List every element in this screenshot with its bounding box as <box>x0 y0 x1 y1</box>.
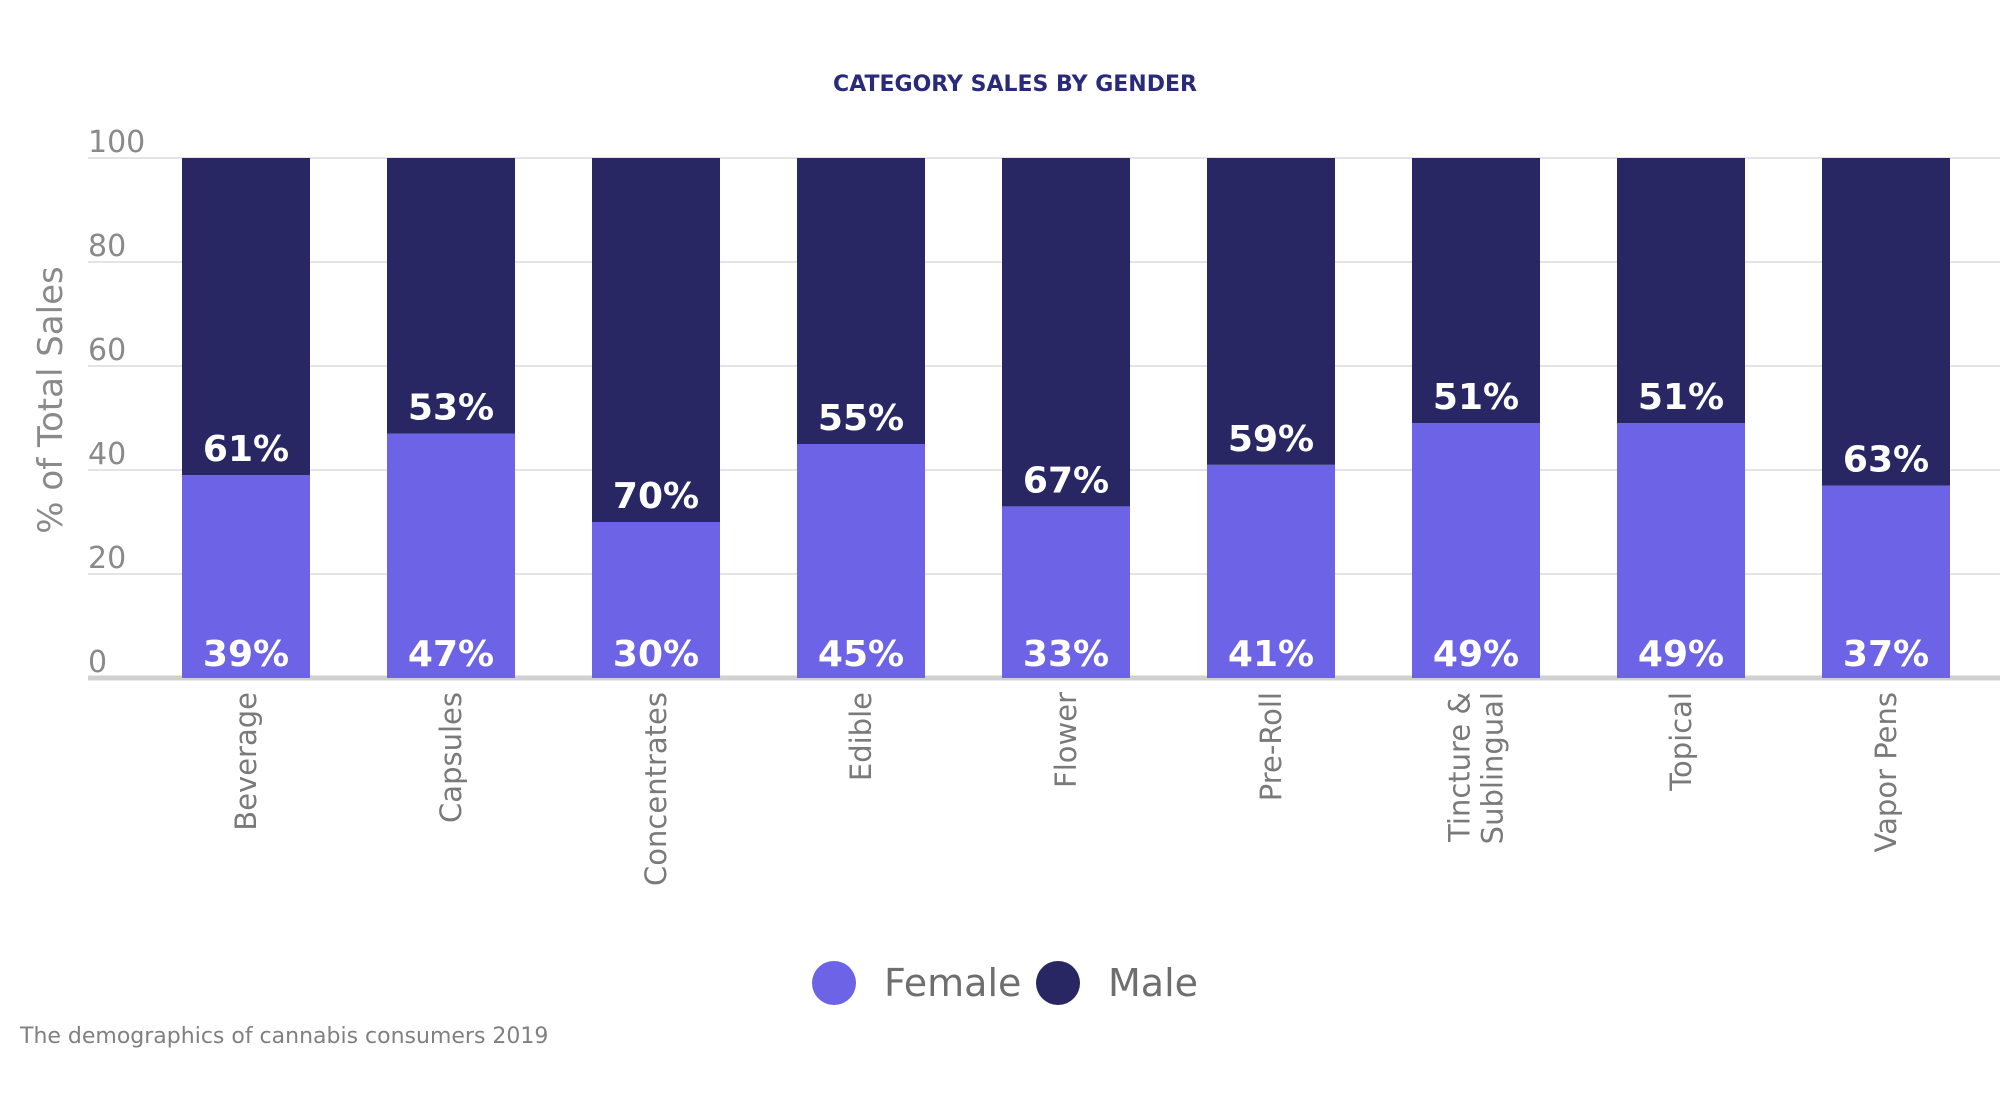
y-tick-label: 20 <box>88 541 126 576</box>
bars <box>182 158 1950 678</box>
x-tick-label-line: Pre-Roll <box>1254 692 1288 801</box>
bar-male <box>1207 158 1335 465</box>
data-label-male: 59% <box>1228 419 1314 460</box>
data-label-female: 49% <box>1433 634 1519 675</box>
data-label-male: 51% <box>1638 377 1724 418</box>
x-tick-label: Vapor Pens <box>1869 692 1903 852</box>
y-tick-label: 100 <box>88 125 145 160</box>
data-label-female: 47% <box>408 634 494 675</box>
x-tick-label: Topical <box>1664 692 1698 792</box>
x-tick-label-line: Tincture & <box>1443 692 1477 843</box>
chart-title: CATEGORY SALES BY GENDER <box>833 72 1197 97</box>
data-label-male: 53% <box>408 388 494 429</box>
data-label-female: 45% <box>818 634 904 675</box>
x-tick-label-line: Sublingual <box>1476 692 1510 844</box>
legend: Female Male <box>812 961 1198 1005</box>
y-tick-label: 60 <box>88 333 126 368</box>
x-tick-label: Edible <box>844 692 878 781</box>
x-tick-label: Concentrates <box>639 692 673 886</box>
legend-swatch-male <box>1036 961 1080 1005</box>
x-tick-label-line: Concentrates <box>639 692 673 886</box>
y-tick-label: 0 <box>88 645 107 680</box>
data-label-female: 41% <box>1228 634 1314 675</box>
bar-female <box>1412 423 1540 678</box>
x-axis-tick-labels: Beverage Capsules Concentrates Edible Flower… <box>229 692 1903 886</box>
data-label-female: 30% <box>613 634 699 675</box>
x-tick-label: Flower <box>1049 692 1083 788</box>
y-tick-label: 40 <box>88 437 126 472</box>
data-label-female: 39% <box>203 634 289 675</box>
legend-label-male: Male <box>1108 961 1198 1005</box>
x-tick-label: Beverage <box>229 692 263 831</box>
data-label-male: 55% <box>818 398 904 439</box>
bar-male <box>1412 158 1540 424</box>
data-label-male: 63% <box>1843 440 1929 481</box>
data-label-male: 61% <box>203 429 289 470</box>
bar-female <box>182 475 310 678</box>
bar-female <box>1207 464 1335 678</box>
bar-female <box>592 522 720 678</box>
x-tick-label: Capsules <box>434 692 468 823</box>
legend-label-female: Female <box>884 961 1021 1005</box>
bar-female <box>797 444 925 678</box>
bar-male <box>182 158 310 476</box>
x-tick-label-line: Topical <box>1664 692 1698 792</box>
bar-male <box>1617 158 1745 424</box>
x-tick-label: Tincture & Sublingual <box>1443 692 1510 844</box>
y-axis-label: % of Total Sales <box>31 266 71 533</box>
source-caption: The demographics of cannabis consumers 2… <box>20 1024 549 1049</box>
data-label-female: 49% <box>1638 634 1724 675</box>
bar-female <box>1617 423 1745 678</box>
bar-female <box>387 433 515 678</box>
x-tick-label-line: Capsules <box>434 692 468 823</box>
data-label-female: 37% <box>1843 634 1929 675</box>
data-label-female: 33% <box>1023 634 1109 675</box>
data-label-male: 70% <box>613 476 699 517</box>
x-tick-label-line: Edible <box>844 692 878 781</box>
bar-female <box>1822 485 1950 678</box>
legend-swatch-female <box>812 961 856 1005</box>
data-label-male: 67% <box>1023 460 1109 501</box>
x-tick-label-line: Vapor Pens <box>1869 692 1903 852</box>
bar-male <box>592 158 720 522</box>
bar-male <box>1822 158 1950 486</box>
data-label-male: 51% <box>1433 377 1519 418</box>
bar-male <box>387 158 515 434</box>
bar-female <box>1002 506 1130 678</box>
data-labels: 39% 61% 47% 53% 30% 70% 45% 55% 33% 67% 41% 59% 49% 5… <box>203 377 1929 675</box>
x-tick-label-line: Flower <box>1049 692 1083 788</box>
bar-male <box>797 158 925 444</box>
y-tick-label: 80 <box>88 229 126 264</box>
x-tick-label-line: Beverage <box>229 692 263 831</box>
x-tick-label: Pre-Roll <box>1254 692 1288 801</box>
bar-male <box>1002 158 1130 507</box>
